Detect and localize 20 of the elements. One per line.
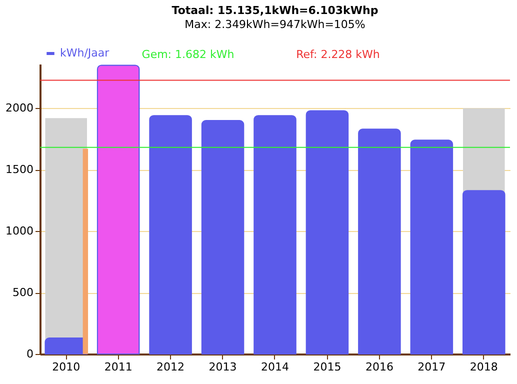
y-tick-label: 1500 (6, 163, 34, 176)
x-tick-label: 2017 (418, 360, 446, 374)
ref-line-label: Gem: 1.682 kWh (142, 48, 234, 61)
ref-line-label: Ref: 2.228 kWh (296, 48, 380, 61)
x-tick-label: 2015 (313, 360, 342, 374)
chart-subtitle: Max: 2.349kWh=947kWh=105% (184, 18, 366, 31)
y-tick-label: 500 (12, 286, 34, 300)
x-tick-label: 2010 (52, 360, 80, 374)
y-tick-label: 2000 (6, 102, 34, 115)
x-tick-label: 2014 (261, 360, 289, 374)
x-tick-label: 2018 (470, 360, 498, 374)
legend-label: kWh/Jaar (60, 46, 110, 60)
x-tick-label: 2011 (104, 360, 132, 374)
chart-title: Totaal: 15.135,1kWh=6.103kWhp (172, 4, 378, 17)
x-tick-label: 2012 (156, 360, 185, 374)
x-tick-label: 2013 (208, 360, 237, 374)
bar (82, 148, 88, 354)
x-tick-label: 2016 (365, 360, 394, 374)
y-tick-label: 0 (26, 348, 34, 360)
y-tick-label: 1000 (6, 224, 34, 238)
